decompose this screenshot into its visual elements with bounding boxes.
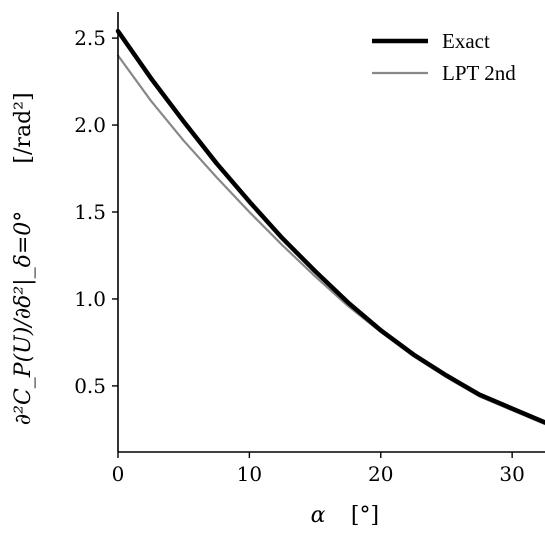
- series-line-exact: [115, 28, 545, 425]
- x-tick-label: 30: [499, 462, 524, 486]
- legend-label: Exact: [442, 29, 490, 53]
- y-tick-label: 1.5: [74, 200, 106, 224]
- x-tick-label: 10: [237, 462, 262, 486]
- y-axis-label: ∂²C_P(U)/∂δ²|_δ=0°: [11, 211, 36, 425]
- y-ticks: 0.5 1.0 1.5 2.0 2.5: [74, 26, 118, 398]
- y-tick-label: 0.5: [74, 374, 106, 398]
- y-axis-title: ∂²C_P(U)/∂δ²|_δ=0° [/rad²]: [11, 92, 36, 425]
- series-layer: [115, 28, 545, 426]
- x-ticks: 0 10 20 30: [112, 452, 525, 486]
- legend-label: LPT 2nd: [442, 61, 516, 85]
- x-tick-label: 0: [112, 462, 125, 486]
- x-axis-unit: [°]: [351, 503, 379, 528]
- x-tick-label: 20: [368, 462, 393, 486]
- legend: Exact LPT 2nd: [372, 29, 516, 85]
- y-tick-label: 1.0: [74, 287, 106, 311]
- y-axis-unit: [/rad²]: [11, 92, 36, 163]
- x-axis-label: α: [311, 503, 326, 528]
- x-axis-title: α [°]: [311, 503, 380, 528]
- y-tick-label: 2.0: [74, 113, 106, 137]
- series-line-lpt-2nd: [116, 54, 545, 426]
- y-tick-label: 2.5: [74, 26, 106, 50]
